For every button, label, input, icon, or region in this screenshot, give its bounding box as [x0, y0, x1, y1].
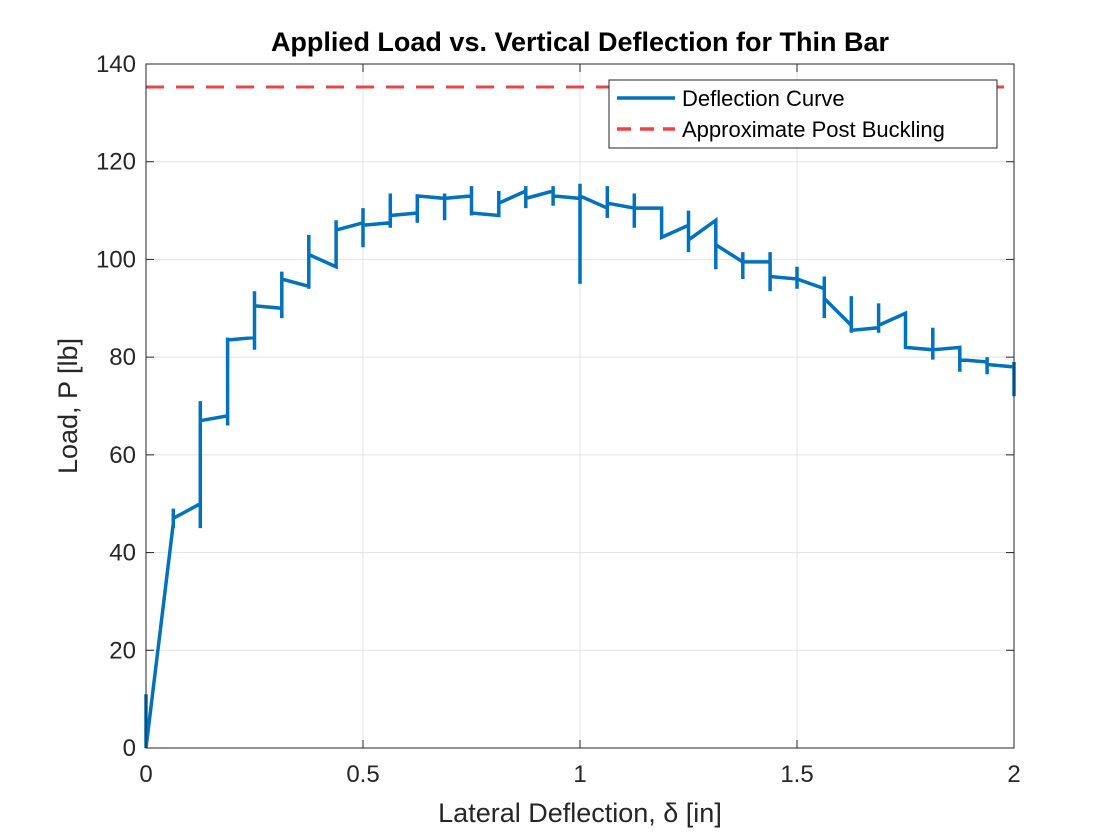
- x-tick-label: 0.5: [346, 761, 379, 788]
- y-tick-label: 40: [109, 540, 136, 567]
- x-tick-label: 2: [1007, 761, 1020, 788]
- legend: Deflection Curve Approximate Post Buckli…: [608, 79, 998, 149]
- y-tick-label: 140: [96, 51, 136, 78]
- x-tick-label: 1: [573, 761, 586, 788]
- y-tick-label: 80: [109, 344, 136, 371]
- y-tick-label: 60: [109, 442, 136, 469]
- legend-label-deflection-curve: Deflection Curve: [682, 86, 845, 111]
- y-tick-label: 120: [96, 149, 136, 176]
- x-tick-label: 1.5: [780, 761, 813, 788]
- series-deflection-curve: [144, 183, 1016, 749]
- x-tick-label: 0: [139, 761, 152, 788]
- chart-title: Applied Load vs. Vertical Deflection for…: [271, 27, 890, 57]
- y-tick-label: 0: [123, 735, 136, 762]
- x-axis-label: Lateral Deflection, δ [in]: [438, 798, 722, 828]
- y-tick-label: 20: [109, 637, 136, 664]
- y-axis-label: Load, P [lb]: [53, 338, 83, 474]
- y-tick-label: 100: [96, 246, 136, 273]
- legend-box: [608, 79, 998, 149]
- legend-label-approximate-post-buckling: Approximate Post Buckling: [682, 117, 945, 142]
